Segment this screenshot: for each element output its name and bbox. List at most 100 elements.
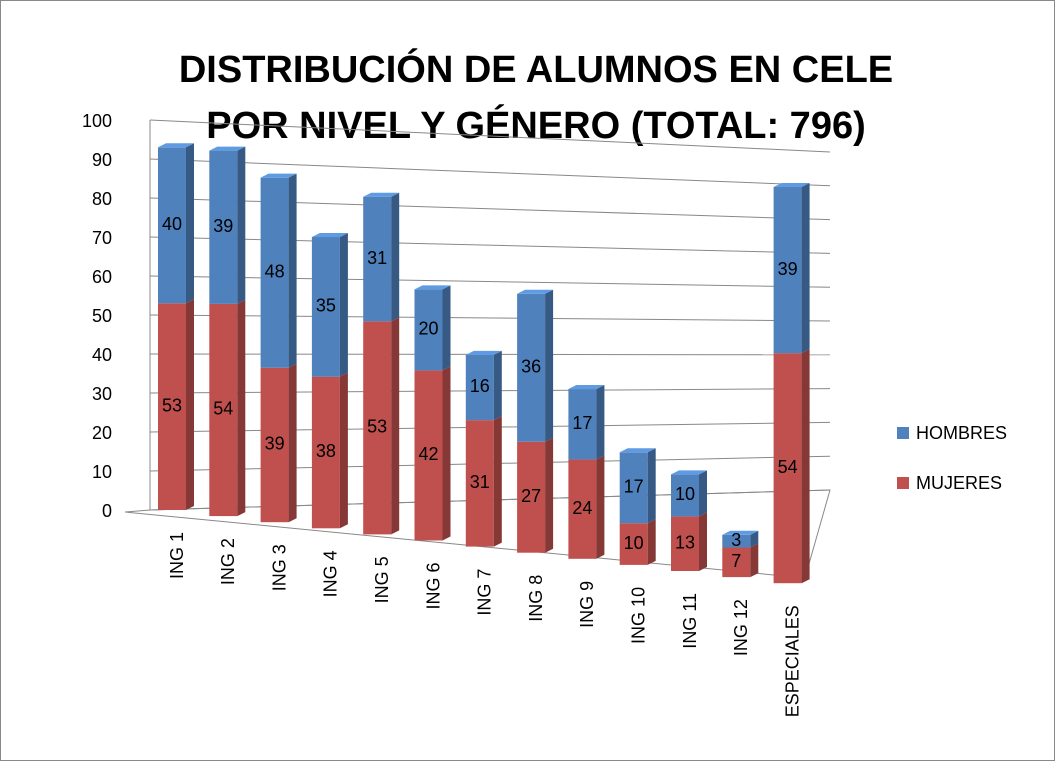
bar-top (260, 173, 297, 178)
bar-top (517, 289, 554, 294)
data-label: 48 (265, 261, 285, 281)
bar-front (671, 516, 699, 571)
data-label: 54 (778, 457, 798, 477)
bar-front (619, 452, 648, 524)
x-tick-label: ING 10 (628, 587, 648, 644)
x-tick-label: ING 3 (269, 544, 289, 591)
bar-front (260, 177, 289, 368)
x-tick-label: ING 5 (372, 556, 392, 603)
data-label: 31 (367, 248, 387, 268)
bar (311, 372, 348, 529)
bar (209, 146, 246, 304)
y-tick-label: 90 (92, 150, 112, 170)
bar-front (363, 321, 392, 535)
bar-top (619, 448, 656, 453)
x-tick-label: ING 11 (680, 593, 700, 649)
bar (260, 173, 297, 368)
legend-label: MUJERES (916, 473, 1002, 493)
bar (465, 350, 502, 421)
data-label: 53 (162, 395, 182, 415)
bar-side (237, 299, 246, 517)
x-tick-label: ING 2 (218, 538, 238, 585)
bar-side (750, 530, 759, 548)
chart-title: POR NIVEL Y GÉNERO (TOTAL: 796) (206, 103, 866, 147)
bar-side (493, 416, 502, 547)
bar (363, 192, 400, 322)
y-tick-label: 70 (92, 228, 112, 248)
bar-side (596, 385, 605, 460)
bar-front (209, 150, 238, 304)
x-tick-label: ING 12 (731, 599, 751, 656)
bar-side (545, 289, 554, 442)
bar-side (801, 349, 810, 584)
x-tick-label: ING 9 (577, 581, 597, 628)
bar-front (568, 459, 597, 559)
bar-top (465, 350, 502, 355)
data-label: 13 (675, 532, 695, 552)
bar-front (773, 187, 802, 354)
data-label: 38 (316, 441, 336, 461)
bar-front (414, 370, 443, 541)
x-tick-label: ESPECIALES (782, 605, 802, 717)
bar-side (391, 317, 400, 535)
x-tick-label: ING 6 (423, 563, 443, 610)
bar-side (442, 285, 451, 371)
bar-side (647, 519, 656, 565)
bar-side (647, 448, 656, 524)
grid-line (149, 119, 831, 153)
data-label: 7 (731, 551, 741, 571)
bar (568, 385, 605, 460)
data-label: 40 (162, 214, 182, 234)
bar-top (209, 146, 246, 151)
bar (773, 183, 810, 354)
x-tick-label: ING 4 (321, 550, 341, 597)
y-tick-label: 100 (82, 111, 112, 131)
bar (671, 470, 707, 517)
bar-front (260, 367, 289, 523)
y-tick-label: 50 (92, 306, 112, 326)
bar-side (442, 366, 451, 541)
bar-top (363, 192, 400, 197)
bar-side (186, 299, 194, 510)
bar (465, 416, 502, 547)
x-tick-label: ING 8 (526, 575, 546, 622)
bar-top (158, 143, 194, 148)
bar-front (619, 523, 648, 565)
y-tick-label: 80 (92, 189, 112, 209)
data-label: 35 (316, 296, 336, 316)
bar (722, 543, 759, 578)
bar-side (186, 143, 194, 304)
bar-front (517, 293, 546, 442)
y-tick-label: 20 (92, 423, 112, 443)
bar-top (568, 385, 605, 390)
y-tick-label: 60 (92, 267, 112, 287)
bar-front (414, 289, 443, 371)
bar-side (237, 146, 246, 304)
bar-side (596, 455, 605, 559)
bar-side (288, 363, 297, 523)
y-tick-label: 0 (102, 501, 112, 521)
y-tick-label: 40 (92, 345, 112, 365)
data-label: 54 (213, 399, 233, 419)
bar (414, 366, 451, 541)
bar (158, 299, 194, 510)
bar-front (158, 303, 186, 510)
bar-top (773, 183, 810, 188)
bar-front (158, 147, 186, 304)
data-label: 17 (572, 413, 592, 433)
x-tick-label: ING 1 (167, 532, 187, 579)
grid-line (149, 158, 831, 187)
bar-top (414, 285, 451, 290)
data-label: 3 (731, 530, 741, 550)
data-label: 16 (470, 376, 490, 396)
bar-front (311, 376, 340, 529)
bar-side (801, 183, 810, 354)
data-label: 27 (521, 486, 541, 506)
bar (773, 349, 810, 584)
data-label: 10 (675, 484, 695, 504)
data-label: 36 (521, 357, 541, 377)
bar (619, 519, 656, 565)
bar (311, 233, 348, 377)
bar-side (391, 192, 400, 322)
